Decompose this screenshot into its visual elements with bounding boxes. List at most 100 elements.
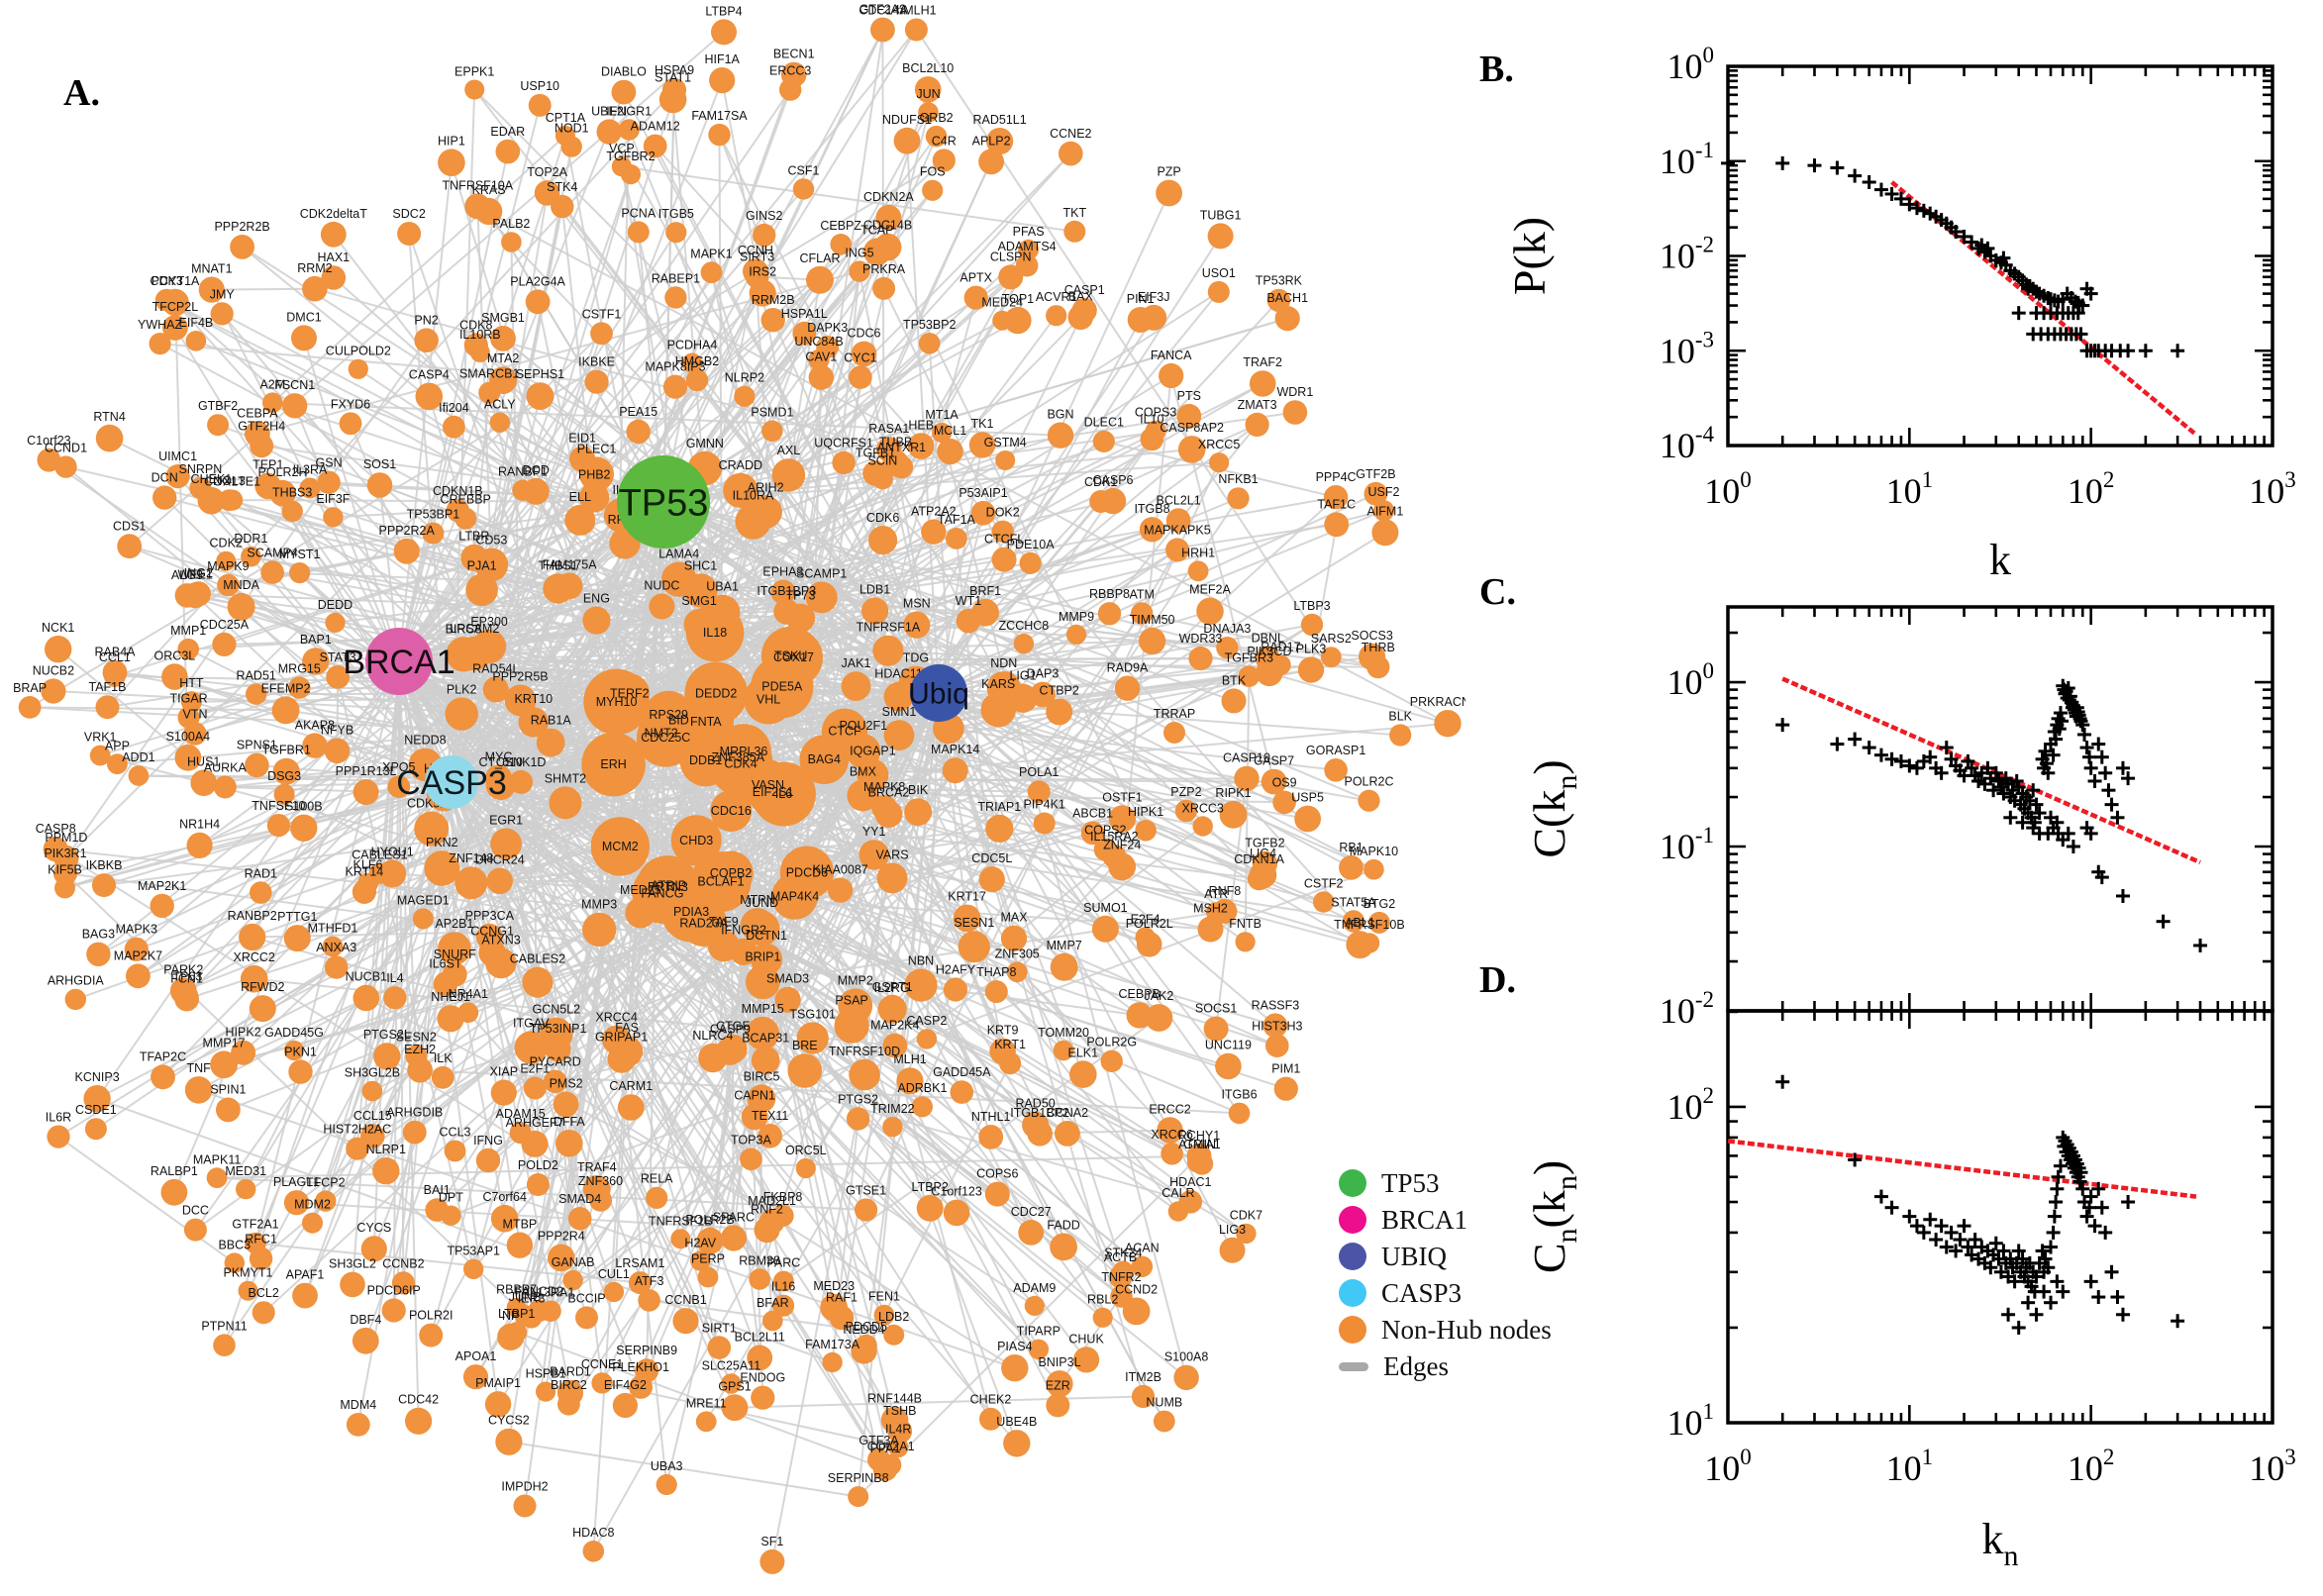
network-node-label: RRM2 — [297, 261, 332, 275]
network-node-label: MTPN — [740, 893, 774, 907]
network-node-label: TGFBR3 — [1225, 650, 1273, 664]
network-node — [1359, 643, 1386, 671]
network-node-label: RAD54L — [472, 661, 519, 675]
network-node — [1207, 280, 1230, 303]
network-node-label: PIM1 — [1271, 1062, 1300, 1076]
network-node-label: CSTF2 — [1304, 876, 1344, 890]
tick-label: 10-4 — [1660, 422, 1715, 465]
x-axis-label: kn — [1982, 1515, 2019, 1572]
network-node-label: PSMD1 — [751, 406, 793, 420]
network-node — [1089, 490, 1113, 513]
network-node — [283, 1040, 305, 1061]
network-node — [387, 775, 411, 798]
network-node — [162, 315, 188, 341]
network-node-label: RAD50 — [1015, 1097, 1055, 1111]
network-node — [1173, 1364, 1199, 1391]
network-node-label: TKT — [1062, 206, 1086, 220]
network-node-label: MAPK9 — [207, 559, 249, 573]
network-node-label: OS9 — [1272, 776, 1297, 790]
network-node — [283, 925, 311, 952]
network-node — [43, 837, 68, 862]
network-node-label: EIF4G2 — [604, 1378, 647, 1392]
network-node — [751, 943, 783, 976]
network-node-label: BARD1 — [550, 1365, 591, 1379]
network-edge — [451, 99, 674, 783]
network-node-label: DIABLO — [601, 65, 647, 79]
network-node-label: MED24 — [981, 296, 1023, 310]
network-node — [644, 690, 693, 740]
network-node-label: HEB — [908, 418, 934, 432]
network-node-label: PLA2G4A — [510, 274, 565, 288]
network-node-label: BID — [668, 714, 689, 728]
network-node-label: USO1 — [1202, 266, 1236, 280]
network-node-label: TUBG1 — [1200, 209, 1242, 223]
network-node — [779, 78, 802, 101]
network-node-label: BCL2 — [249, 1286, 279, 1300]
network-node-label: MDM2 — [294, 1198, 331, 1212]
ubiq-swatch-icon — [1339, 1243, 1366, 1270]
network-node — [1102, 844, 1127, 868]
network-node-label: TUBB — [879, 436, 912, 449]
network-node-label: MEF2A — [1189, 583, 1231, 597]
network-node — [1294, 805, 1321, 833]
network-node — [914, 76, 942, 103]
network-node — [95, 695, 120, 720]
network-edge — [99, 754, 997, 993]
network-node-label: CDC42 — [398, 1393, 439, 1407]
network-node-label: EID1 — [568, 432, 596, 446]
network-node — [916, 1029, 938, 1049]
network-node-label: UBE4B — [996, 1415, 1037, 1429]
network-node — [1006, 961, 1028, 983]
network-node — [759, 1548, 785, 1574]
network-node — [556, 1130, 583, 1157]
network-node-label: MAP2K1 — [138, 879, 186, 893]
network-node — [903, 611, 931, 639]
network-node — [283, 1190, 310, 1216]
network-edge — [533, 605, 663, 724]
network-node-label: C1orf123 — [931, 1185, 981, 1199]
network-node-label: IQGAP1 — [850, 745, 896, 758]
network-node-label: PPP2R5B — [492, 670, 548, 684]
network-node-label: MNAT1 — [191, 262, 232, 276]
network-node — [1159, 362, 1184, 389]
network-node-label: PMAIP1 — [475, 1376, 521, 1390]
network-edge — [520, 617, 801, 702]
data-points — [1721, 155, 2185, 358]
network-node-label: ATF3 — [635, 1274, 664, 1288]
network-node — [904, 798, 933, 827]
y-axis-label: P(k) — [1504, 217, 1555, 295]
network-node-label: FAS — [615, 1021, 639, 1035]
network-edge — [176, 475, 453, 783]
network-node-label: PN2 — [414, 313, 438, 327]
network-node — [509, 1122, 532, 1145]
network-node-label: CTGF — [716, 1020, 750, 1034]
network-node-label: NUMB — [1146, 1396, 1182, 1410]
network-node — [1186, 1144, 1212, 1169]
network-node-label: SDC2 — [392, 207, 425, 221]
network-node — [1024, 1295, 1045, 1316]
network-node-label: IFNG — [473, 1134, 503, 1147]
network-node-label: PDE10A — [1007, 538, 1056, 551]
network-node — [482, 676, 509, 703]
network-edge — [255, 692, 630, 696]
network-node — [1055, 1121, 1080, 1147]
network-node — [405, 1045, 428, 1067]
network-node — [352, 1327, 379, 1354]
network-node — [324, 738, 351, 764]
network-node-label: CCL3 — [440, 1126, 471, 1140]
network-node — [700, 261, 723, 284]
network-node-label: CHEK1 — [191, 472, 233, 486]
network-node — [414, 811, 450, 847]
network-node — [584, 369, 609, 394]
network-node-label: PDCD6 — [786, 866, 828, 880]
network-node — [638, 1289, 660, 1312]
network-node — [609, 673, 651, 714]
network-node — [495, 139, 521, 164]
network-node-label: CCNH — [738, 244, 773, 257]
network-node-label: DCTN1 — [746, 929, 787, 943]
network-node — [1046, 698, 1073, 726]
network-node-label: FADD — [1047, 1219, 1079, 1233]
network-node-label: MAP4K4 — [770, 890, 819, 904]
network-edge — [398, 150, 509, 662]
network-node-label: COPS3 — [1135, 406, 1176, 420]
